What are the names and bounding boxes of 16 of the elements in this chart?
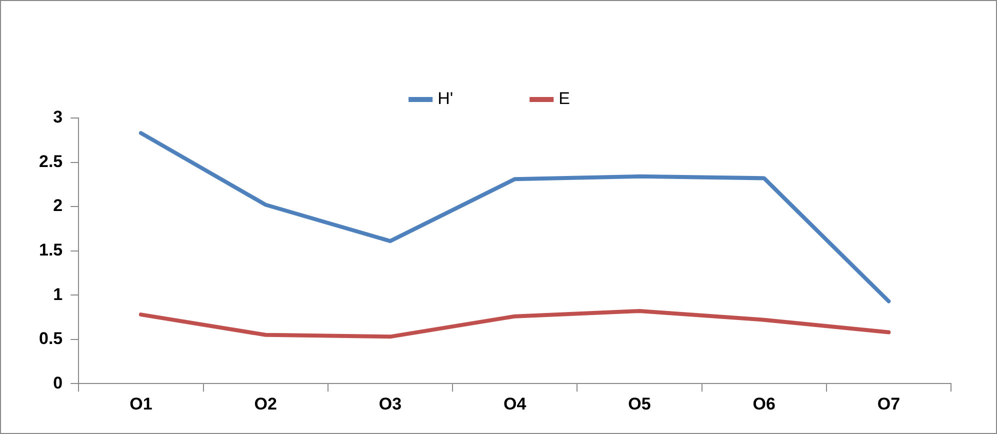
y-tick-label: 1.5 bbox=[38, 240, 63, 260]
x-tick-label: O1 bbox=[130, 394, 152, 414]
x-tick-label: O4 bbox=[503, 394, 527, 414]
y-tick-label: 0.5 bbox=[38, 329, 63, 348]
x-tick-label: O5 bbox=[628, 394, 651, 414]
y-tick-label: 3 bbox=[53, 108, 63, 127]
x-tick-label: O7 bbox=[877, 394, 900, 414]
legend-label: E bbox=[558, 89, 570, 108]
x-tick-label: O2 bbox=[254, 394, 277, 414]
legend-label: H' bbox=[438, 89, 454, 108]
x-tick-label: O3 bbox=[378, 394, 402, 414]
y-tick-label: 2 bbox=[53, 196, 63, 216]
y-tick-label: 2.5 bbox=[38, 152, 63, 171]
y-tick-label: 0 bbox=[53, 373, 63, 392]
x-tick-label: O6 bbox=[752, 394, 776, 414]
y-tick-label: 1 bbox=[53, 284, 63, 304]
